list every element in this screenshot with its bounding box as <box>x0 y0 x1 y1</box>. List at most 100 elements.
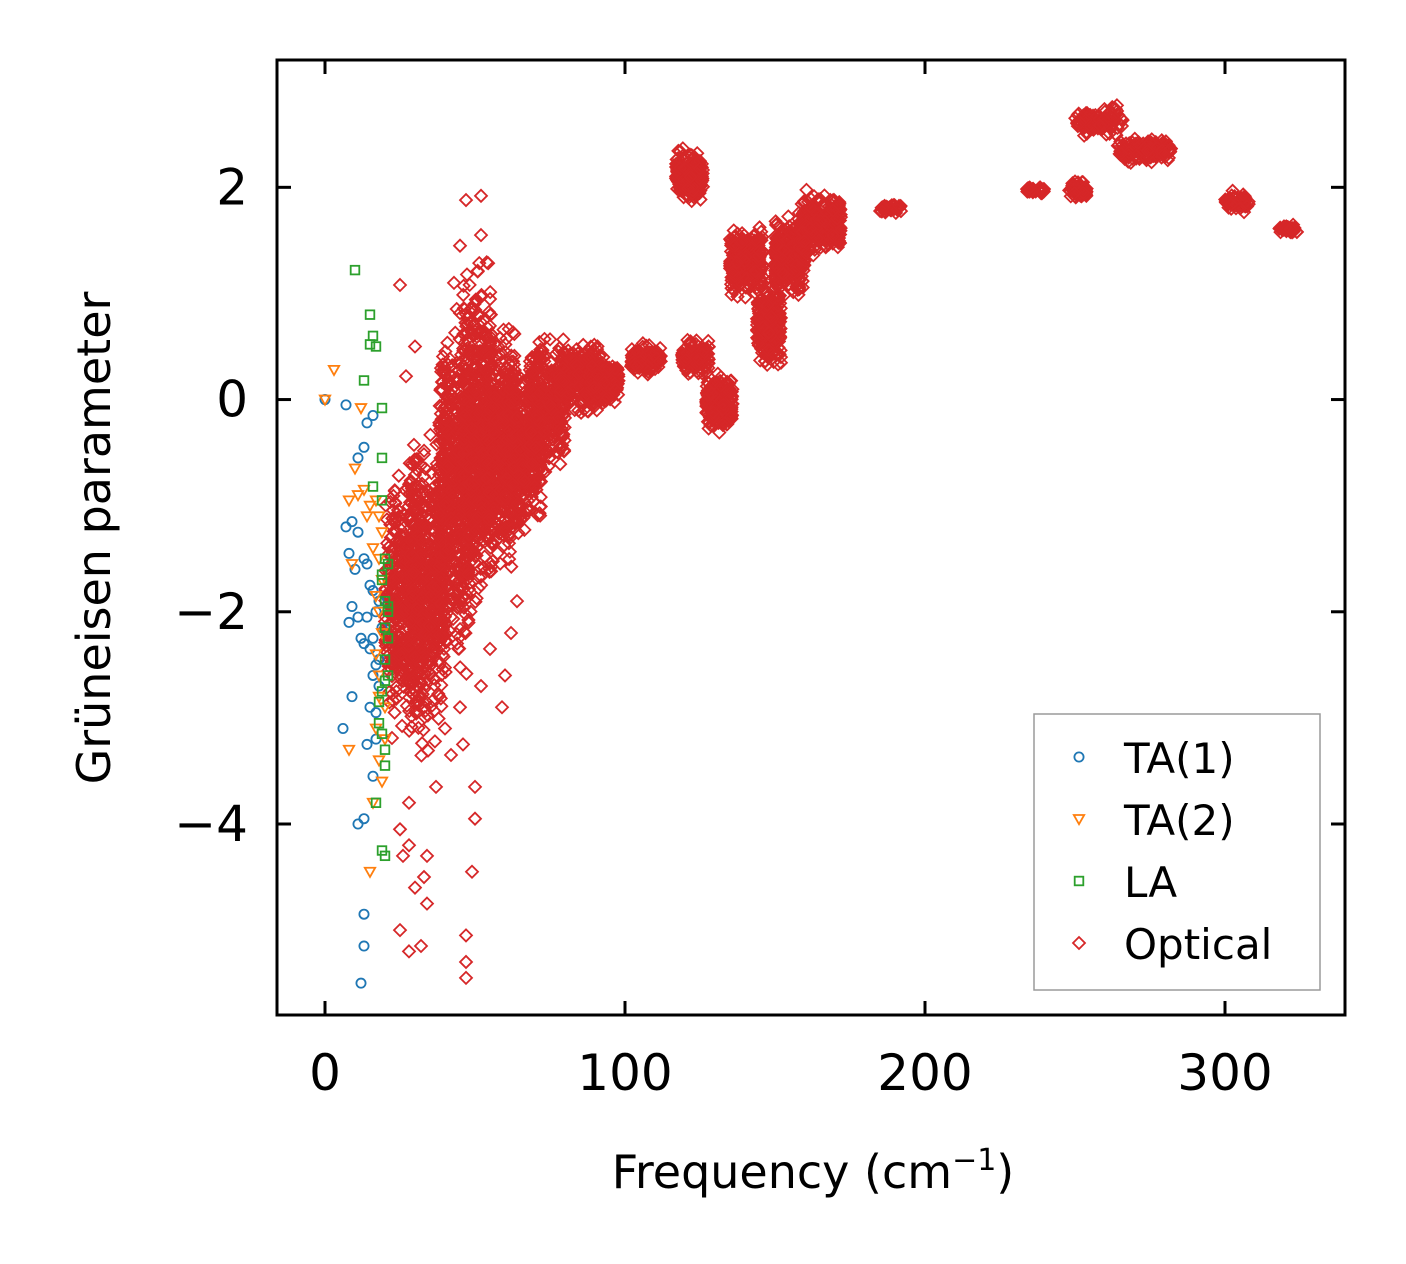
point-optical <box>481 512 497 527</box>
point-optical <box>487 396 502 412</box>
point-optical <box>403 509 418 524</box>
point-optical <box>391 647 407 662</box>
point-optical <box>409 477 424 493</box>
point-optical <box>530 388 545 403</box>
point-optical <box>444 490 460 506</box>
point-optical <box>469 329 485 345</box>
point-optical <box>730 255 745 270</box>
point-optical <box>484 534 500 550</box>
point-optical <box>418 461 433 477</box>
point-optical <box>481 456 496 471</box>
point-optical <box>511 368 527 384</box>
point-optical <box>440 357 456 373</box>
point-optical <box>481 304 497 320</box>
point-optical <box>494 420 509 435</box>
point-optical <box>593 381 609 396</box>
point-optical <box>503 504 518 519</box>
point-optical <box>485 458 501 474</box>
point-optical <box>390 610 406 625</box>
point-optical <box>608 382 623 398</box>
point-optical <box>556 373 572 389</box>
point-optical <box>448 515 463 530</box>
point-optical <box>492 556 508 571</box>
point-optical <box>419 654 434 670</box>
point-optical <box>446 557 461 573</box>
point-optical <box>584 359 600 374</box>
point-optical <box>402 621 417 637</box>
point-optical <box>425 618 441 634</box>
point-optical <box>551 410 566 425</box>
point-optical <box>497 371 513 387</box>
point-optical <box>520 493 536 509</box>
point-optical <box>425 579 441 594</box>
point-optical <box>394 646 410 661</box>
point-optical <box>407 649 423 665</box>
point-optical <box>552 340 567 356</box>
point-optical <box>415 514 430 530</box>
point-optical <box>596 375 612 391</box>
point-optical <box>387 549 403 565</box>
point-optical <box>729 263 744 278</box>
point-optical <box>413 532 428 548</box>
point-optical <box>459 511 475 527</box>
point-optical <box>530 408 545 423</box>
point-optical <box>403 614 418 630</box>
point-optical <box>420 482 436 498</box>
point-optical <box>607 376 622 392</box>
point-optical <box>704 386 719 402</box>
point-optical <box>626 354 642 369</box>
point-optical <box>680 149 696 164</box>
point-optical <box>607 361 623 377</box>
point-optical <box>542 423 557 439</box>
point-optical <box>475 532 491 548</box>
point-optical <box>494 492 509 507</box>
point-optical <box>461 477 477 492</box>
point-optical <box>495 515 510 530</box>
point-optical <box>483 369 498 385</box>
point-optical <box>461 459 476 475</box>
point-optical <box>515 489 531 505</box>
point-optical <box>459 666 474 681</box>
point-optical <box>516 472 531 487</box>
point-optical <box>507 348 522 364</box>
point-optical <box>407 498 422 514</box>
point-optical <box>541 458 556 474</box>
point-optical <box>451 641 467 656</box>
point-optical <box>412 691 428 706</box>
point-optical <box>524 350 539 366</box>
point-optical <box>482 505 498 520</box>
point-optical <box>738 249 753 265</box>
point-optical <box>535 348 551 364</box>
point-optical <box>469 522 484 538</box>
point-optical <box>422 597 437 613</box>
point-optical <box>600 390 616 405</box>
point-optical <box>434 667 449 683</box>
point-optical <box>390 629 406 645</box>
point-optical <box>439 495 454 510</box>
point-optical <box>479 471 495 486</box>
point-optical <box>381 539 397 555</box>
point-optical <box>461 615 476 630</box>
point-optical <box>723 410 739 425</box>
point-optical <box>508 386 524 401</box>
point-optical <box>392 670 408 686</box>
point-optical <box>480 509 496 525</box>
point-optical <box>385 693 401 708</box>
point-optical <box>420 743 436 758</box>
point-optical <box>405 583 421 598</box>
point-optical <box>457 407 473 423</box>
point-optical <box>444 398 460 414</box>
point-optical <box>680 332 695 348</box>
point-optical <box>553 373 569 389</box>
point-optical <box>437 359 452 375</box>
point-optical <box>511 525 526 541</box>
point-optical <box>423 427 438 443</box>
point-optical <box>683 169 698 185</box>
point-optical <box>413 551 428 566</box>
point-optical <box>446 585 461 601</box>
point-optical <box>498 491 513 506</box>
point-optical <box>433 691 449 706</box>
point-optical <box>387 705 402 720</box>
point-optical <box>438 409 453 425</box>
point-optical <box>678 353 693 368</box>
